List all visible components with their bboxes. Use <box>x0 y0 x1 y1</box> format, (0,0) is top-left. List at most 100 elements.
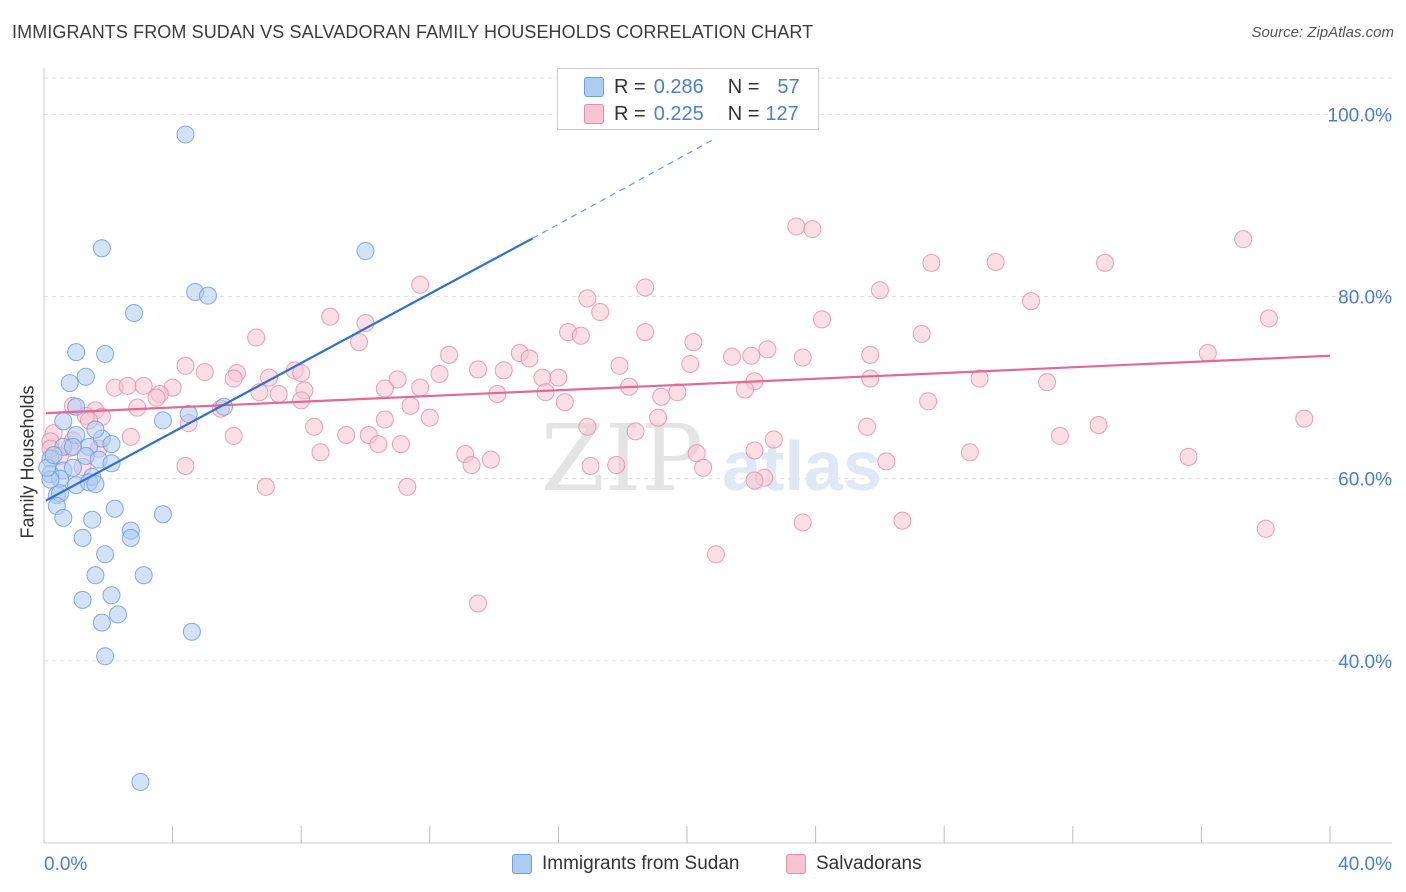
salvadorans-point <box>636 323 655 342</box>
salvadorans-point <box>758 340 777 359</box>
sudan-point <box>63 437 82 456</box>
salvadorans-point <box>337 426 356 444</box>
source-label: Source: ZipAtlas.com <box>1251 24 1394 41</box>
salvadorans-point <box>1179 447 1198 466</box>
salvadorans-point <box>269 385 288 404</box>
salvadorans-point <box>787 217 806 236</box>
salvadorans-point <box>256 477 275 496</box>
bottom-legend-salvadorans: Salvadorans <box>786 850 922 878</box>
salvadorans-point <box>723 347 742 366</box>
sudan-point <box>96 545 115 564</box>
sudan-point <box>92 613 111 632</box>
sudan-point <box>121 528 140 547</box>
salvadorans-point <box>803 220 822 239</box>
salvadorans-point <box>195 363 214 382</box>
salvadorans-point <box>375 379 394 398</box>
sudan-point <box>153 505 172 524</box>
salvadorans-point <box>745 441 764 460</box>
salvadorans-point <box>375 410 394 429</box>
legend-n-value: 127 <box>765 102 799 125</box>
legend-n-value: 57 <box>777 75 800 98</box>
salvadorans-point <box>311 443 330 462</box>
axis-layer: 40.0% 60.0% 80.0% 100.0% 0.0% 40.0% <box>43 68 1392 875</box>
salvadorans-point <box>440 345 459 364</box>
salvadorans-point <box>292 364 311 383</box>
grid-layer <box>44 77 1392 662</box>
y-tick-label: 60.0% <box>1338 470 1392 491</box>
legend-r-value: 0.225 <box>653 102 704 125</box>
salvadorans-point <box>636 278 655 297</box>
sudan-point <box>105 499 124 518</box>
salvadorans-point <box>912 324 931 343</box>
salvadorans-point <box>520 349 539 368</box>
salvadorans-point <box>1295 409 1314 428</box>
salvadorans-point <box>649 408 668 427</box>
salvadorans-point <box>793 513 812 532</box>
salvadorans-point <box>118 376 137 395</box>
salvadorans-trendline <box>45 354 1331 415</box>
legend-n-label: N = <box>727 102 760 125</box>
salvadorans-point <box>176 456 195 475</box>
salvadorans-point <box>813 310 832 329</box>
sudan-point <box>76 367 95 386</box>
legend-swatch-salvadorans <box>584 104 604 124</box>
salvadorans-point <box>652 387 671 406</box>
stats-legend: R = 0.286 N = 57 R = 0.225 N = 127 <box>557 68 819 130</box>
y-tick-label: 40.0% <box>1338 652 1392 673</box>
salvadorans-point <box>870 281 889 300</box>
salvadorans-point <box>1022 292 1041 311</box>
salvadorans-point <box>1089 415 1108 434</box>
sudan-point <box>92 239 111 258</box>
salvadorans-point <box>1234 230 1253 249</box>
salvadorans-point <box>134 376 153 395</box>
sudan-points <box>38 125 375 791</box>
salvadorans-point <box>549 368 568 387</box>
sudan-point <box>83 510 102 529</box>
salvadorans-point <box>350 333 369 352</box>
salvadorans-point <box>861 369 880 388</box>
sudan-point <box>134 566 153 585</box>
y-tick-label: 80.0% <box>1338 288 1392 309</box>
salvadorans-point <box>764 430 783 449</box>
sudan-point <box>60 374 79 393</box>
sudan-point <box>86 475 105 494</box>
sudan-trendline <box>45 237 534 502</box>
salvadorans-point <box>533 368 552 387</box>
sudan-point <box>67 343 86 362</box>
sudan-point <box>125 303 144 322</box>
legend-r-label: R = <box>614 102 646 125</box>
salvadorans-point <box>861 345 880 364</box>
sudan-point <box>198 286 217 305</box>
salvadorans-point <box>176 356 195 375</box>
sudan-point <box>86 566 105 585</box>
salvadorans-point <box>607 456 626 475</box>
salvadorans-point <box>610 356 629 375</box>
salvadorans-point <box>1095 253 1114 272</box>
sudan-point <box>54 508 73 527</box>
salvadorans-point <box>626 422 645 441</box>
salvadorans-point <box>571 326 590 345</box>
legend-row-sudan: R = 0.286 N = 57 <box>584 75 800 99</box>
salvadorans-point <box>494 361 513 380</box>
salvadorans-point <box>694 458 713 477</box>
salvadorans-point <box>1256 519 1275 538</box>
salvadorans-point <box>681 354 700 373</box>
salvadorans-point <box>420 408 439 427</box>
salvadorans-point <box>668 383 687 402</box>
salvadorans-point <box>481 450 500 469</box>
chart-title: IMMIGRANTS FROM SUDAN VS SALVADORAN FAMI… <box>12 22 814 42</box>
x-tick-label-min: 0.0% <box>44 854 87 875</box>
sudan-point <box>102 586 121 605</box>
salvadorans-point <box>1050 426 1069 445</box>
salvadorans-point <box>411 275 430 294</box>
salvadorans-point <box>224 369 243 388</box>
bottom-legend-label-salvadorans: Salvadorans <box>816 853 922 874</box>
legend-swatch-sudan <box>584 77 604 97</box>
salvadorans-point <box>793 348 812 367</box>
salvadorans-point <box>919 392 938 411</box>
salvadorans-point <box>578 417 597 436</box>
salvadorans-point <box>147 388 166 407</box>
salvadorans-point <box>858 417 877 436</box>
salvadorans-point <box>411 378 430 397</box>
